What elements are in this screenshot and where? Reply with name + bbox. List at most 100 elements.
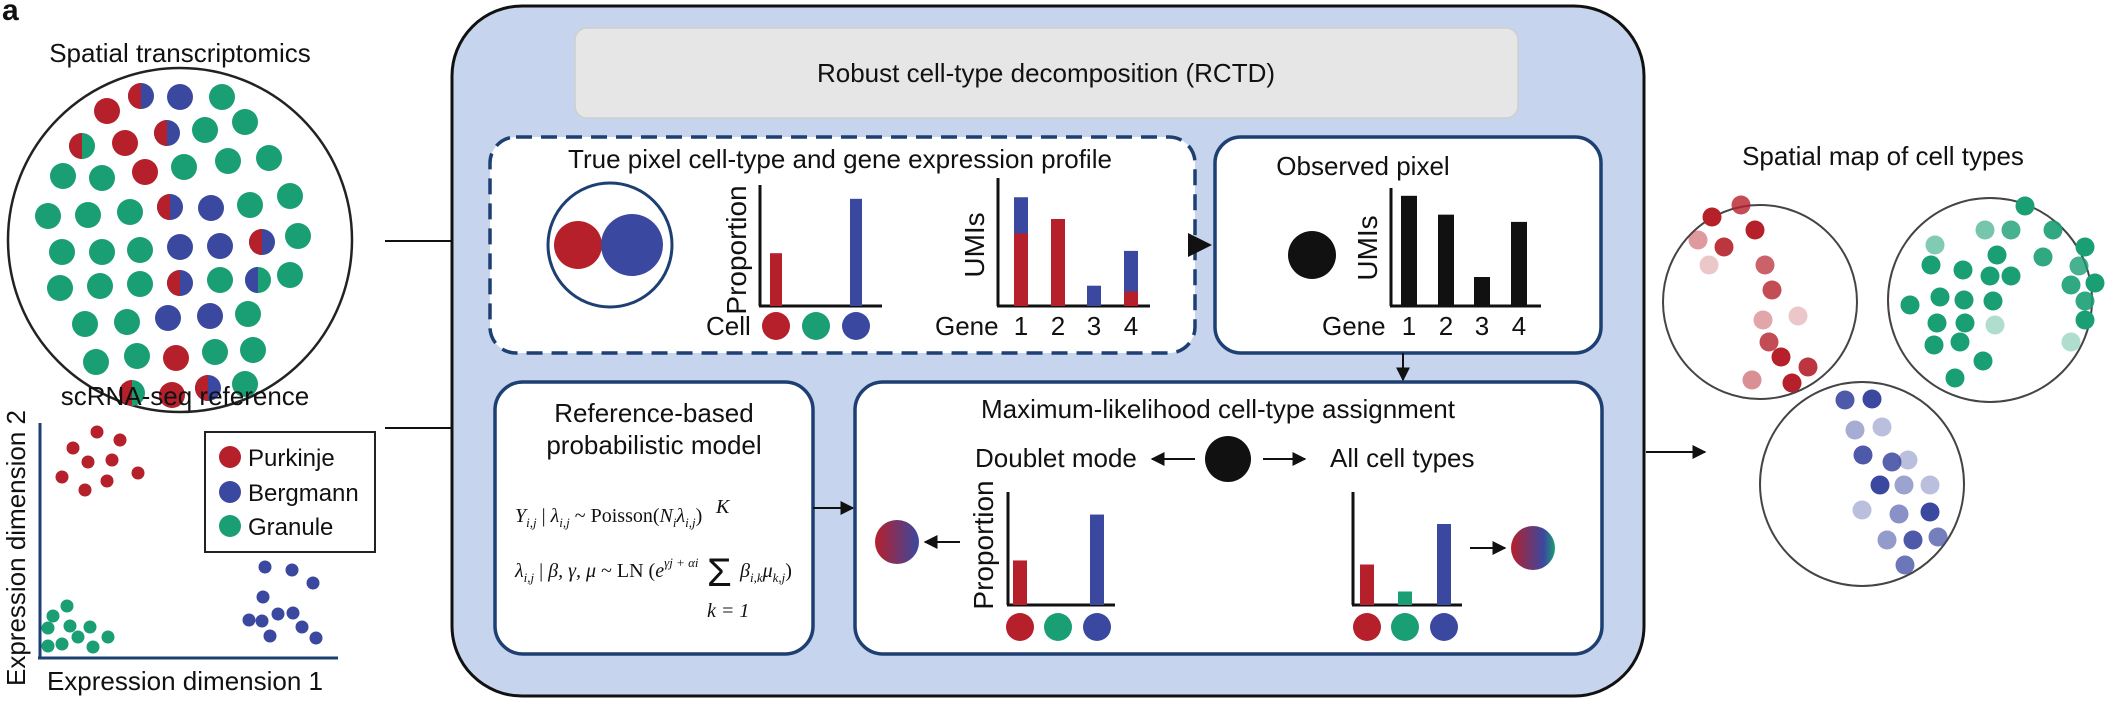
legend-swatch-granule [219,515,241,537]
true-umis-bars [1014,197,1138,306]
map-dot-bergmann-15 [1928,527,1948,547]
obs-umis-bar-3 [1474,277,1490,306]
spatial-dot-33 [207,267,233,293]
map-dot-granule-28 [2061,332,2081,352]
all-result-cell [1511,526,1555,570]
map-dot-bergmann-9 [1920,475,1940,495]
map-dot-granule-19 [2075,291,2095,311]
rctd-title: Robust cell-type decomposition (RCTD) [817,58,1275,88]
spatial-dots [35,83,311,408]
obs-umis-bar-4 [1511,221,1527,306]
true-gene-tick-3: 3 [1087,311,1101,341]
scrna-dot-purkinje-4 [105,453,119,467]
obs-umis-bars [1401,195,1527,306]
obs-gene-tick-1: 1 [1402,311,1416,341]
scrna-dot-granule-9 [101,630,115,644]
reference-title-line1: Reference-based [554,398,753,428]
map-dot-granule-25 [2075,310,2095,330]
scrna-dot-granule-8 [86,640,100,654]
spatial-dot-30 [87,273,113,299]
obs-gene-tick-3: 3 [1475,311,1489,341]
legend-label-bergmann: Bergmann [248,480,359,507]
map-dot-bergmann-4 [1853,445,1873,465]
observed-pixel-bead [1288,231,1336,279]
scrna-dot-granule-3 [63,619,77,633]
spatial-dot-2 [167,84,193,110]
rctd-title-box [574,27,1519,119]
all-cell-purkinje [1353,613,1381,641]
scrna-dots [41,425,323,654]
reference-model-box [493,380,815,656]
doublet-bar-bergmann [1090,514,1104,605]
map-dot-bergmann-0 [1835,390,1855,410]
spatial-dot-24 [127,237,153,263]
true-cell-purkinje [762,312,790,340]
doublet-cell-purkinje [1006,613,1034,641]
doublet-cell-bergmann [1083,613,1111,641]
scrna-dot-bergmann-1 [285,563,299,577]
map-dot-purkinje-5 [1699,255,1719,275]
spatial-dot-half-48 [195,375,208,401]
spatial-dot-21 [277,183,303,209]
panel-letter: a [2,0,19,27]
spatial-dot-half-18 [157,194,170,220]
spatial-dot-9 [50,163,76,189]
legend-swatch-purkinje [219,446,241,468]
spatial-dot-half-4 [69,133,82,159]
spatial-dot-40 [235,301,261,327]
ml-doublet-label: Doublet mode [975,443,1137,473]
map-dot-bergmann-14 [1903,530,1923,550]
map-dot-granule-18 [1983,291,2003,311]
map-dot-purkinje-14 [1782,373,1802,393]
true-umis-bar-bergmann-1 [1014,197,1028,234]
map-dot-granule-12 [2001,266,2021,286]
spatial-dot-8 [232,109,258,135]
spatial-dot-half-46 [119,380,132,406]
doublet-cell-granule [1044,613,1072,641]
true-pixel-bergmann-cell [601,214,663,276]
doublet-prop-ylabel: Proportion [968,480,999,609]
map-dot-granule-8 [1925,235,1945,255]
obs-gene-tick-2: 2 [1439,311,1453,341]
map-dot-purkinje-9 [1788,306,1808,326]
true-umis-bar-purkinje-1 [1014,233,1028,306]
spatial-dot-29 [47,275,73,301]
ml-pixel-bead [1205,436,1251,482]
arrow-true-to-observed [1188,233,1212,257]
map-dot-purkinje-7 [1762,280,1782,300]
map-dot-granule-0 [2015,196,2035,216]
scrna-dot-bergmann-10 [309,631,323,645]
map-dot-granule-13 [2061,275,2081,295]
map-dot-purkinje-10 [1759,332,1779,352]
spatial-dot-half-1 [128,83,141,109]
map-dot-purkinje-1 [1731,195,1751,215]
spatial-dot-3 [209,84,235,110]
spatial-dot-17 [117,199,143,225]
map-dot-granule-5 [1987,245,2007,265]
reference-equation-1: Yi,j | λi,j ~ Poisson(Niλi,j) [515,505,702,530]
svg-text:Σ: Σ [707,551,732,595]
map-dot-granule-21 [1955,313,1975,333]
map-dot-granule-11 [1980,266,2000,286]
map-dot-granule-17 [1954,290,1974,310]
true-pixel-title: True pixel cell-type and gene expression… [568,144,1112,174]
true-gene-tick-1: 1 [1014,311,1028,341]
scrna-dot-purkinje-8 [78,483,92,497]
spatial-dot-39 [197,303,223,329]
legend-swatch-bergmann [219,481,241,503]
map-dot-granule-27 [1945,368,1965,388]
spatial-title: Spatial transcriptomics [49,38,311,68]
obs-umis-ylabel: UMIs [1352,215,1383,280]
scrna-dot-bergmann-9 [263,629,277,643]
map-dot-granule-24 [1950,332,1970,352]
true-umis-ylabel: UMIs [959,212,990,277]
map-dot-bergmann-11 [1889,504,1909,524]
map-dot-granule-26 [1973,351,1993,371]
map-dot-bergmann-8 [1894,475,1914,495]
map-dot-granule-15 [1900,295,1920,315]
spatial-dot-5 [112,130,138,156]
map-dot-granule-3 [2043,220,2063,240]
svg-text:Yi,j | λi,j ~ Poisson(Niλi,j): Yi,j | λi,j ~ Poisson(Niλi,j) [515,505,702,530]
true-pixel-purkinje-cell [554,221,602,269]
scrna-dot-purkinje-6 [55,470,69,484]
